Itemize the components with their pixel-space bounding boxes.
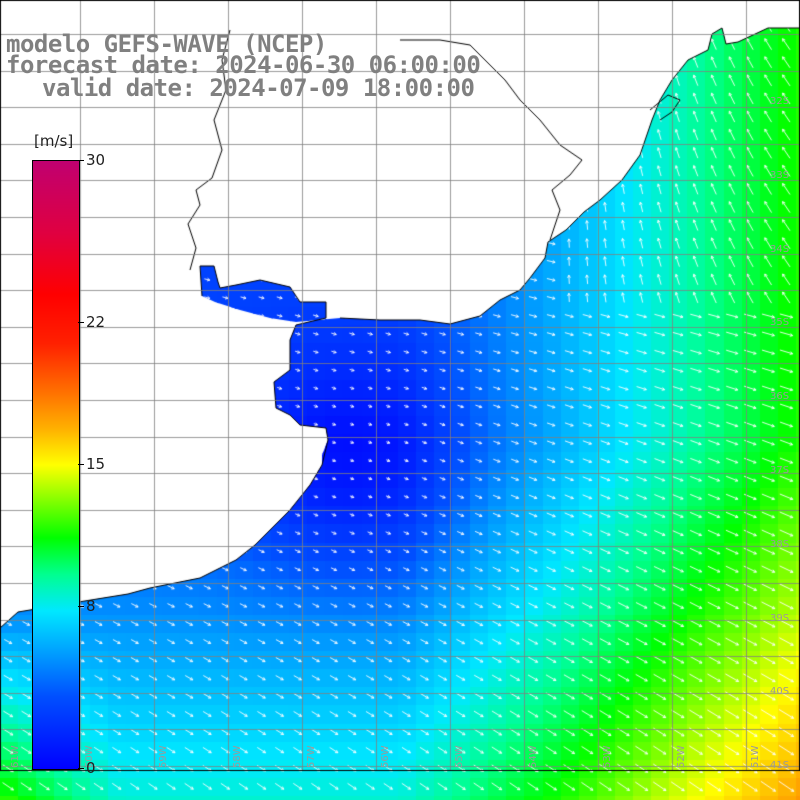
latitude-label: 41S [770,760,790,772]
latitude-label: 40S [770,686,790,698]
colorbar-tick-mark [78,464,84,465]
colorbar-tick-label: 0 [86,759,96,777]
colorbar-tick-mark [78,322,84,324]
latitude-label: 37S [770,465,790,476]
colorbar-units: [m/s] [34,132,74,150]
valid-date: valid date: 2024-07-09 18:00:00 [42,74,475,102]
colorbar-tick-label: 8 [86,596,96,615]
colorbar-tick-mark [78,160,84,161]
model-title: modelo GEFS-WAVE (NCEP) [6,30,327,58]
latitude-label: 39S [770,612,790,624]
longitude-label: 61W [10,745,21,768]
latitude-label: 32S [770,96,790,107]
longitude-label: 58W [232,745,243,768]
colorbar-tick-mark [78,768,84,769]
longitude-label: 52W [676,745,687,768]
latitude-label: 33S [770,169,790,181]
colorbar-tick-label: 30 [86,151,106,169]
longitude-label: 55W [454,745,465,768]
longitude-label: 56W [380,745,391,768]
colorbar-tick-label: 15 [86,455,106,473]
longitude-label: 51W [750,745,761,768]
colorbar [32,160,80,770]
latitude-label: 36S [770,391,790,403]
latitude-label: 38S [770,538,790,550]
longitude-label: 53W [602,745,613,768]
colorbar-tick-label: 22 [86,313,106,332]
longitude-label: 57W [306,745,317,768]
latitude-label: 34S [770,243,790,255]
longitude-label: 59W [158,745,169,768]
forecast-date: forecast date: 2024-06-30 06:00:00 [6,51,481,79]
colorbar-tick-mark [78,605,84,607]
longitude-label: 54W [528,745,539,768]
latitude-label: 35S [770,317,790,329]
